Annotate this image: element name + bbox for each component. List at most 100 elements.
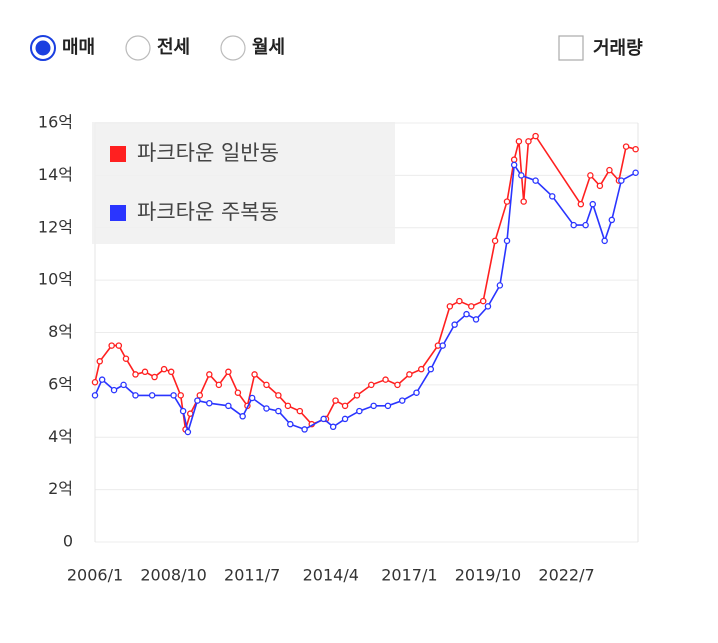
point	[115, 342, 123, 349]
point	[110, 386, 118, 394]
point	[503, 237, 511, 245]
point	[406, 371, 413, 378]
point	[160, 365, 168, 373]
point	[284, 402, 292, 410]
point	[496, 282, 504, 289]
point	[582, 221, 589, 229]
point	[177, 392, 184, 399]
y-tick-label: 12억	[38, 217, 73, 236]
radio[interactable]	[125, 35, 151, 61]
point	[234, 389, 242, 396]
point	[248, 394, 256, 402]
point	[275, 407, 282, 415]
point	[503, 198, 511, 205]
point	[96, 358, 104, 365]
point	[263, 405, 270, 412]
point	[206, 371, 213, 378]
point	[225, 368, 232, 376]
point	[91, 379, 99, 386]
legend-label[interactable]: 파크타운 일반동	[137, 141, 279, 165]
point	[91, 392, 99, 399]
x-tick-label: 2011/7	[224, 566, 280, 585]
point	[287, 420, 294, 428]
point	[329, 423, 337, 431]
point	[587, 172, 594, 179]
x-tick-label: 2017/1	[381, 566, 437, 585]
legend-swatch[interactable]	[110, 146, 126, 162]
point	[275, 392, 282, 399]
point	[608, 216, 616, 224]
point	[532, 132, 539, 140]
point	[151, 373, 158, 381]
point	[353, 392, 361, 399]
x-tick-label: 2006/1	[67, 566, 123, 585]
y-tick-label: 16억	[38, 113, 73, 132]
point	[206, 399, 213, 407]
point	[239, 413, 246, 420]
point	[632, 145, 639, 153]
point	[301, 426, 308, 433]
point	[525, 138, 532, 145]
point	[382, 376, 389, 383]
point	[632, 169, 639, 177]
y-tick-label: 14억	[38, 165, 73, 184]
point	[356, 407, 363, 415]
point	[320, 415, 327, 423]
point	[484, 303, 492, 310]
point	[296, 407, 304, 415]
point	[520, 198, 527, 205]
point	[510, 156, 518, 163]
x-tick-label: 2022/7	[538, 566, 594, 585]
point	[341, 402, 349, 410]
point	[384, 402, 392, 410]
y-tick-label: 2억	[48, 479, 73, 498]
point	[549, 193, 556, 200]
point	[108, 342, 115, 349]
point	[468, 303, 475, 310]
point	[596, 182, 604, 190]
point	[622, 143, 630, 150]
point	[225, 402, 232, 410]
point	[451, 321, 458, 328]
radio-label[interactable]: 전세	[157, 37, 190, 58]
point	[170, 392, 177, 399]
point	[132, 392, 139, 399]
y-tick-label: 0	[63, 532, 73, 551]
point	[263, 381, 270, 389]
point	[341, 415, 349, 423]
checkbox[interactable]	[558, 35, 584, 61]
point	[332, 397, 339, 404]
point	[394, 381, 401, 389]
point	[132, 371, 139, 378]
point	[98, 376, 106, 383]
x-tick-label: 2014/4	[303, 566, 359, 585]
legend-swatch[interactable]	[110, 205, 126, 221]
point	[418, 365, 425, 373]
radio[interactable]	[220, 35, 246, 61]
point	[515, 138, 523, 145]
point	[251, 371, 258, 378]
point	[472, 316, 480, 323]
point	[606, 166, 613, 174]
point	[510, 161, 518, 169]
point	[368, 381, 375, 389]
point	[122, 355, 130, 362]
legend-box	[92, 122, 395, 244]
legend-label[interactable]: 파크타운 주복동	[137, 200, 279, 224]
point	[184, 428, 192, 436]
point	[427, 365, 435, 373]
point	[194, 397, 201, 404]
point	[141, 368, 149, 376]
point	[577, 200, 585, 208]
radio-label[interactable]: 월세	[252, 37, 285, 58]
point	[570, 221, 577, 229]
checkbox-label[interactable]: 거래량	[593, 38, 643, 59]
point	[167, 368, 175, 376]
y-tick-label: 8억	[48, 322, 73, 341]
point	[491, 237, 499, 245]
point	[532, 177, 539, 184]
radio-label[interactable]: 매매	[62, 37, 95, 58]
radio-dot	[35, 40, 51, 56]
